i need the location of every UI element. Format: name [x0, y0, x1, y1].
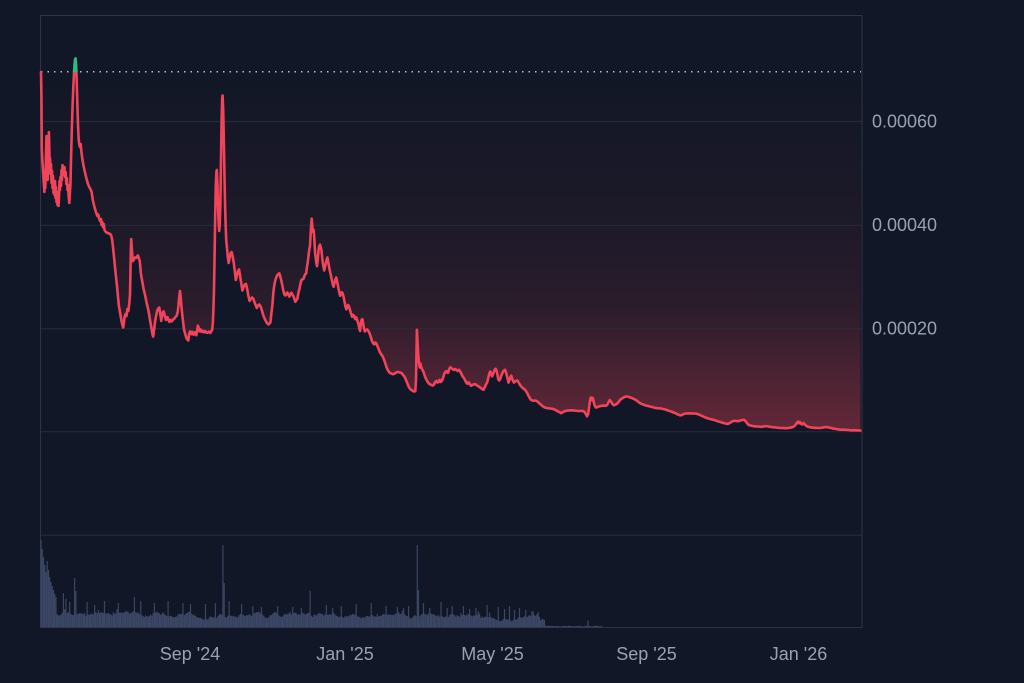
svg-text:0.00020: 0.00020: [872, 319, 937, 339]
svg-text:Jan '25: Jan '25: [316, 644, 373, 664]
svg-text:May '25: May '25: [461, 644, 523, 664]
svg-text:Sep '24: Sep '24: [160, 644, 221, 664]
svg-text:Sep '25: Sep '25: [616, 644, 677, 664]
svg-text:Jan '26: Jan '26: [770, 644, 827, 664]
svg-text:0.00040: 0.00040: [872, 215, 937, 235]
svg-text:0.00060: 0.00060: [872, 112, 937, 132]
